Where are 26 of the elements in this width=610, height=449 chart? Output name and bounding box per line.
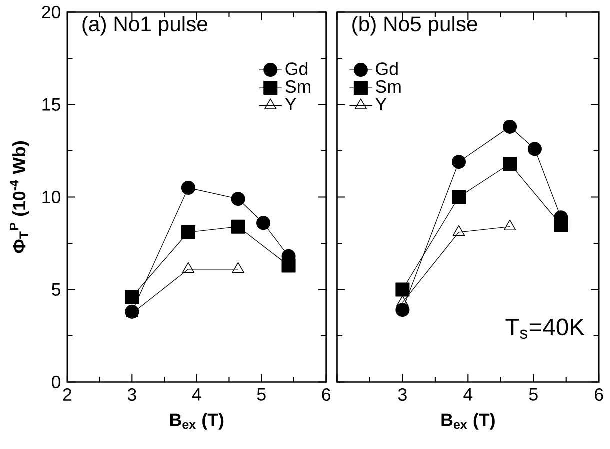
- y-tick-label: 10: [42, 191, 61, 204]
- x-tick-label: 4: [464, 388, 473, 401]
- legend-label: Y: [285, 98, 296, 111]
- x-tick-label: 5: [257, 388, 266, 402]
- legend-label: Sm: [286, 80, 310, 94]
- x-tick-label: 6: [322, 388, 331, 402]
- legend-label: Gd: [376, 62, 398, 76]
- legend-label: Y: [376, 98, 387, 111]
- x-tick-label: 4: [192, 388, 202, 401]
- x-tick-label: 3: [128, 388, 136, 402]
- chart-title: (b) No5 pulse: [352, 16, 478, 36]
- x-tick-label: 6: [595, 388, 604, 402]
- x-axis-title: B$_{ex}$ (T): [170, 413, 224, 430]
- y-tick-label: 20: [42, 6, 61, 19]
- legend-label: Sm: [376, 80, 401, 94]
- y-tick-label: 15: [42, 98, 60, 112]
- y-axis-title: Φ$_{T}$$^{P}$ (10$^{-4}$ Wb): [10, 142, 30, 254]
- y-tick-label: 0: [52, 376, 61, 389]
- x-axis-title: B$_{ex}$ (T): [442, 413, 495, 430]
- legend-label: Gd: [286, 62, 308, 76]
- x-tick-label: 5: [529, 388, 538, 402]
- x-tick-label: 2: [63, 388, 72, 402]
- y-tick-label: 5: [52, 284, 60, 296]
- x-tick-label: 3: [398, 388, 407, 402]
- chart-title: (a) No1 pulse: [82, 16, 208, 36]
- annotation: T$_{s}$=40K: [506, 318, 585, 340]
